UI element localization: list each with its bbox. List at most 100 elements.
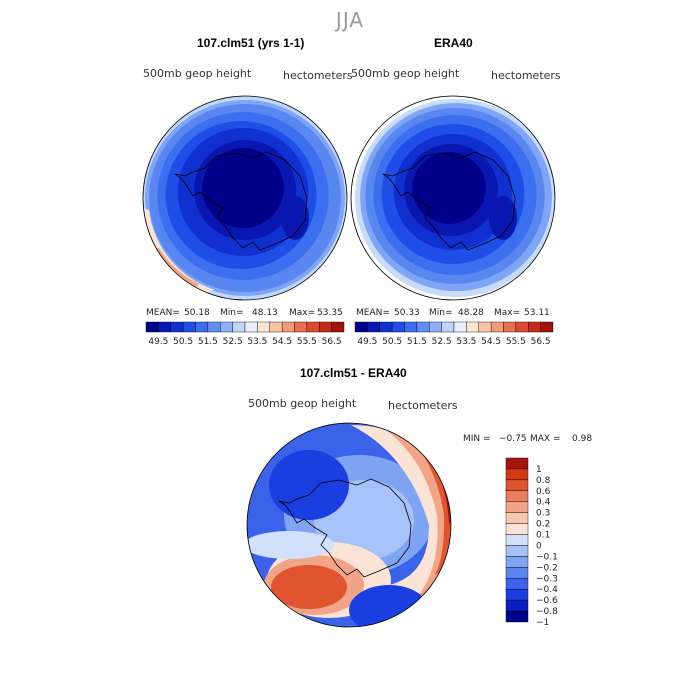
panel3-colorbar-tick: −0.4 bbox=[536, 585, 558, 595]
panel1-units-label: hectometers bbox=[283, 69, 353, 82]
panel2-colorbar-tick: 55.5 bbox=[506, 337, 526, 347]
panel2-colorbar-swatch bbox=[503, 321, 517, 333]
panel2-colorbar-swatch bbox=[490, 321, 504, 333]
contour-band bbox=[247, 531, 334, 559]
panel2-colorbar-swatch bbox=[416, 321, 430, 333]
contour-band bbox=[269, 450, 349, 520]
panel1-colorbar-tick: 55.5 bbox=[297, 337, 317, 347]
panel3-field-label: 500mb geop height bbox=[248, 397, 357, 410]
panel2-title: ERA40 bbox=[434, 36, 473, 50]
panel3-map-border bbox=[246, 422, 452, 628]
panel3-units-label: hectometers bbox=[388, 399, 458, 412]
panel3-min-label: MIN = bbox=[463, 434, 491, 444]
panel1-mean-value: 50.18 bbox=[184, 308, 210, 318]
panel1-colorbar-swatch bbox=[158, 321, 171, 333]
panel1-colorbar-swatch bbox=[145, 321, 159, 333]
contour-band bbox=[155, 248, 199, 288]
panel1-max-label: Max= bbox=[289, 308, 316, 318]
panel1-colorbar-swatch bbox=[294, 321, 308, 333]
panel3-min-value: −0.75 bbox=[499, 434, 527, 444]
panel2-colorbar-swatch bbox=[404, 321, 418, 333]
panel2-colorbar-tick: 51.5 bbox=[407, 337, 427, 347]
panel3-max-label: MAX = bbox=[530, 434, 561, 444]
panel1-mean-label: MEAN= bbox=[146, 308, 180, 318]
panel2-units-label: hectometers bbox=[491, 69, 561, 82]
panel3-colorbar-swatch bbox=[505, 501, 529, 513]
panel1-colorbar-swatch bbox=[281, 321, 295, 333]
panel2-field-label: 500mb geop height bbox=[351, 67, 460, 80]
panel1-colorbar-swatch bbox=[244, 321, 258, 333]
panel2-mean-value: 50.33 bbox=[394, 308, 420, 318]
panel3-colorbar-swatch bbox=[505, 523, 529, 535]
panel1-min-value: 48.13 bbox=[252, 308, 278, 318]
panel1-colorbar-tick: 49.5 bbox=[148, 337, 168, 347]
panel2-max-label: Max= bbox=[494, 308, 521, 318]
panel3-colorbar-tick: −0.3 bbox=[536, 574, 558, 584]
panel2-colorbar-swatch bbox=[367, 321, 380, 333]
panel1-colorbar-swatch bbox=[232, 321, 246, 333]
panel1-colorbar-swatch bbox=[170, 321, 184, 333]
panel2-colorbar-swatch bbox=[379, 321, 393, 333]
panel1-colorbar-swatch bbox=[207, 321, 221, 333]
panel2-colorbar-tick: 49.5 bbox=[357, 337, 377, 347]
panel3-colorbar-tick: 0.3 bbox=[536, 509, 550, 519]
panel3-colorbar-tick: −0.2 bbox=[536, 563, 558, 573]
panel1-colorbar-swatch bbox=[195, 321, 209, 333]
panel3-colorbar-swatch bbox=[505, 468, 529, 481]
panel2-min-value: 48.28 bbox=[458, 308, 484, 318]
panel3-colorbar-swatch bbox=[505, 545, 529, 557]
panel1-colorbar-tick: 54.5 bbox=[272, 337, 292, 347]
panel2-colorbar-swatch bbox=[441, 321, 455, 333]
panel3-max-value: 0.98 bbox=[572, 434, 593, 444]
panel1-colorbar-swatch bbox=[269, 321, 283, 333]
panel1-colorbar-swatch bbox=[257, 321, 270, 333]
panel3-colorbar-tick: 0 bbox=[536, 541, 542, 551]
panel3-colorbar-tick: 0.8 bbox=[536, 476, 551, 486]
panel1-map bbox=[143, 96, 347, 300]
contour-band bbox=[281, 196, 309, 240]
panel1-map-border bbox=[142, 95, 348, 301]
panel1-colorbar-swatch bbox=[220, 321, 233, 333]
panel2-colorbar-tick: 54.5 bbox=[481, 337, 501, 347]
panel2-mean-label: MEAN= bbox=[356, 308, 390, 318]
panel1-colorbar-tick: 51.5 bbox=[198, 337, 218, 347]
panel2-colorbar-swatch bbox=[354, 321, 368, 333]
contour-band bbox=[349, 585, 429, 627]
panel2-colorbar-tick: 53.5 bbox=[456, 337, 476, 347]
panel3-colorbar-tick: 0.1 bbox=[536, 531, 550, 541]
panel3-colorbar-tick: 0.2 bbox=[536, 520, 550, 530]
panel3-colorbar-swatch bbox=[505, 599, 529, 612]
panel3-colorbar-swatch bbox=[505, 479, 529, 492]
panel3-colorbar-swatch bbox=[505, 490, 529, 502]
panel3-colorbar-swatch bbox=[505, 457, 529, 470]
panel3-map bbox=[247, 423, 451, 627]
panel2-max-value: 53.11 bbox=[524, 308, 550, 318]
panel2-min-label: Min= bbox=[429, 308, 453, 318]
contour-band bbox=[489, 196, 517, 240]
panel1-colorbar-tick: 50.5 bbox=[173, 337, 193, 347]
panel3-colorbar-swatch bbox=[505, 610, 529, 623]
panel2-colorbar-swatch bbox=[540, 321, 554, 333]
panel2-colorbar-swatch bbox=[528, 321, 541, 333]
panel1-colorbar-swatch bbox=[182, 321, 196, 333]
panel3-colorbar-tick: 0.4 bbox=[536, 498, 551, 508]
panel3-colorbar-tick: −0.1 bbox=[536, 552, 558, 562]
panel2-map-border bbox=[350, 95, 556, 301]
contour-band bbox=[271, 565, 347, 609]
panel3-colorbar-swatch bbox=[505, 534, 529, 546]
contour-band bbox=[202, 148, 284, 228]
panel1-max-value: 53.35 bbox=[317, 308, 343, 318]
panel1-colorbar-swatch bbox=[306, 321, 320, 333]
panel3-colorbar-swatch bbox=[505, 512, 529, 524]
panel3-colorbar-swatch bbox=[505, 556, 529, 568]
panel2-colorbar-swatch bbox=[478, 321, 492, 333]
panel1-colorbar-tick: 56.5 bbox=[322, 337, 342, 347]
panel3-colorbar-swatch bbox=[505, 589, 529, 601]
panel2-colorbar-swatch bbox=[453, 321, 467, 333]
panel1-min-label: Min= bbox=[220, 308, 244, 318]
panel2-colorbar-swatch bbox=[466, 321, 479, 333]
panel2-colorbar-tick: 56.5 bbox=[531, 337, 551, 347]
panel3-colorbar-swatch bbox=[505, 567, 529, 579]
panel2-colorbar-swatch bbox=[391, 321, 405, 333]
panel1-colorbar-swatch bbox=[331, 321, 345, 333]
